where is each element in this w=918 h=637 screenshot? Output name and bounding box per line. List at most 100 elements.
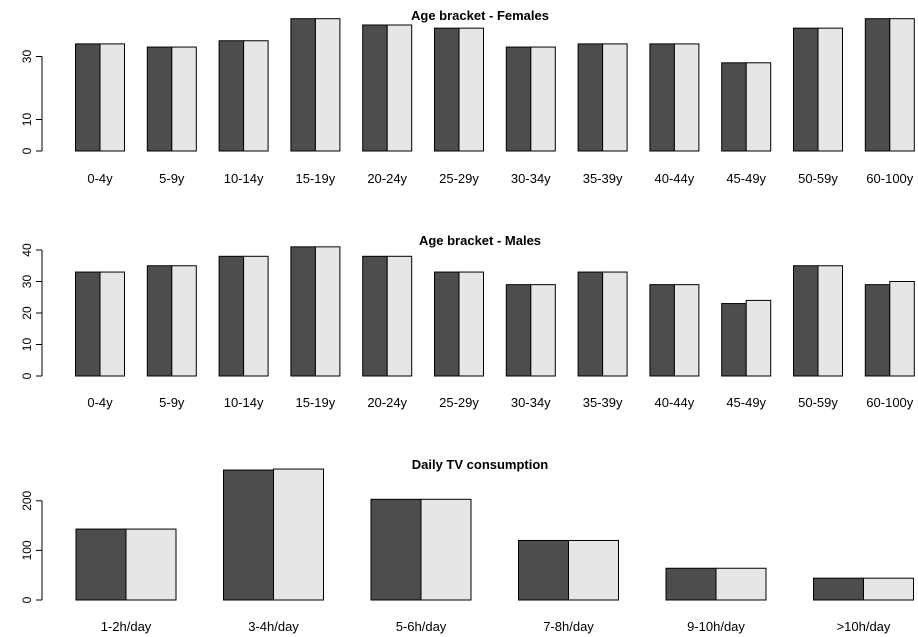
chart-panel-1: Age bracket - Females 0 10 30 0-4y 5-9y 10-14y… — [20, 8, 915, 186]
bar-light — [530, 284, 556, 377]
bar-dark — [362, 24, 388, 152]
bar-light — [530, 46, 556, 152]
category-label: 40-44y — [655, 171, 695, 186]
category-label: 25-29y — [439, 395, 479, 410]
bar-light — [171, 46, 197, 152]
bar-dark — [223, 469, 274, 601]
category-label: 5-9y — [159, 171, 185, 186]
bar-dark — [290, 18, 316, 152]
bar-dark — [721, 303, 747, 377]
bar-dark — [75, 528, 127, 601]
bar-light — [889, 281, 915, 377]
category-label: 5-9y — [159, 395, 185, 410]
bar-light — [458, 271, 484, 377]
bar-dark — [649, 43, 675, 152]
category-label: 50-59y — [798, 395, 838, 410]
category-label: 45-49y — [726, 171, 766, 186]
y-tick-label: 0 — [20, 596, 34, 603]
category-label: 0-4y — [87, 395, 113, 410]
y-tick-label: 100 — [20, 540, 34, 560]
y-tick-label: 200 — [20, 490, 34, 510]
y-tick-label: 10 — [20, 113, 34, 127]
bar-light — [817, 27, 843, 152]
bar-dark — [434, 27, 460, 152]
y-tick-label: 30 — [20, 275, 34, 289]
category-label: 60-100y — [866, 171, 913, 186]
bar-light — [420, 498, 472, 601]
bar-light — [125, 528, 177, 601]
category-label: 60-100y — [866, 395, 913, 410]
bar-dark — [362, 255, 388, 377]
bar-dark — [649, 284, 675, 377]
chart-title: Age bracket - Females — [411, 8, 549, 23]
bar-light — [889, 18, 915, 152]
bar-light — [458, 27, 484, 152]
chart-panel-3: Daily TV consumption 0 100 200 1-2h/day 3-4h/… — [20, 457, 914, 634]
category-label: 3-4h/day — [248, 619, 299, 634]
bar-light — [386, 255, 413, 377]
bar-light — [568, 539, 619, 601]
bar-dark — [793, 265, 819, 377]
chart-panel-2: Age bracket - Males 0 10 20 30 40 0-4y 5-9y 10-1… — [20, 233, 915, 410]
bar-light — [99, 43, 125, 152]
y-tick-label: 30 — [20, 50, 34, 64]
bar-dark — [665, 567, 717, 601]
category-label: 5-6h/day — [396, 619, 447, 634]
y-tick-label: 0 — [20, 147, 34, 154]
bar-dark — [505, 284, 532, 377]
bar-light — [386, 24, 413, 152]
bar-dark — [864, 18, 891, 152]
category-label: 40-44y — [655, 395, 695, 410]
bar-dark — [577, 271, 604, 377]
category-label: 35-39y — [583, 171, 623, 186]
bar-dark — [577, 43, 604, 152]
bar-light — [314, 246, 341, 377]
chart-title: Daily TV consumption — [412, 457, 549, 472]
bar-dark — [505, 46, 532, 152]
bar-light — [745, 62, 772, 152]
bar-light — [673, 43, 700, 152]
y-tick-label: 0 — [20, 372, 34, 379]
bar-light — [99, 271, 125, 377]
category-label: 35-39y — [583, 395, 623, 410]
category-label: 7-8h/day — [543, 619, 594, 634]
y-tick-label: 20 — [20, 306, 34, 320]
category-label: 9-10h/day — [687, 619, 745, 634]
chart-title: Age bracket - Males — [419, 233, 541, 248]
category-label: 30-34y — [511, 171, 551, 186]
category-label: >10h/day — [837, 619, 891, 634]
bar-light — [602, 271, 628, 377]
bar-dark — [146, 265, 173, 377]
bar-dark — [864, 284, 891, 377]
bar-light — [243, 40, 269, 152]
bar-light — [171, 265, 197, 377]
category-label: 0-4y — [87, 171, 113, 186]
bar-dark — [370, 498, 422, 601]
category-label: 10-14y — [224, 171, 264, 186]
bar-light — [745, 299, 772, 377]
bar-dark — [518, 539, 569, 601]
category-label: 20-24y — [367, 171, 407, 186]
bar-light — [314, 18, 341, 152]
bar-dark — [75, 271, 101, 377]
y-tick-label: 10 — [20, 338, 34, 352]
category-label: 20-24y — [367, 395, 407, 410]
category-label: 30-34y — [511, 395, 551, 410]
category-label: 10-14y — [224, 395, 264, 410]
bar-dark — [813, 577, 864, 601]
bar-dark — [218, 255, 245, 377]
bar-dark — [290, 246, 316, 377]
bar-light — [863, 577, 914, 601]
category-label: 45-49y — [726, 395, 766, 410]
bar-dark — [721, 62, 747, 152]
bar-light — [243, 255, 269, 377]
bar-light — [817, 265, 843, 377]
bar-dark — [793, 27, 819, 152]
category-label: 1-2h/day — [101, 619, 152, 634]
category-label: 15-19y — [296, 395, 336, 410]
category-label: 25-29y — [439, 171, 479, 186]
bar-dark — [434, 271, 460, 377]
bar-dark — [146, 46, 173, 152]
bar-dark — [218, 40, 245, 152]
